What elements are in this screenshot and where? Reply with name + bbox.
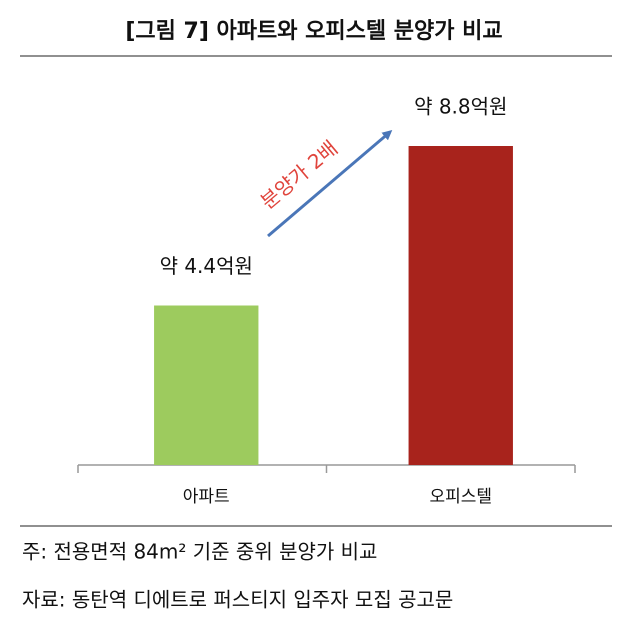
value-label: 약 8.8억원	[414, 95, 507, 119]
x-tick-label: 오피스텔	[429, 487, 492, 507]
bar	[408, 146, 513, 465]
bar	[154, 305, 259, 465]
arrow	[267, 130, 393, 238]
annotation: 분양가 2배	[256, 136, 342, 214]
note: 주: 전용면적 84m² 기준 중위 분양가 비교	[22, 540, 377, 564]
source: 자료: 동탄역 디에트로 퍼스티지 입주자 모집 공고문	[22, 588, 453, 612]
chart-title: [그림 7] 아파트와 오피스텔 분양가 비교	[125, 19, 502, 44]
value-label: 약 4.4억원	[160, 254, 253, 278]
x-tick-label: 아파트	[183, 487, 230, 507]
